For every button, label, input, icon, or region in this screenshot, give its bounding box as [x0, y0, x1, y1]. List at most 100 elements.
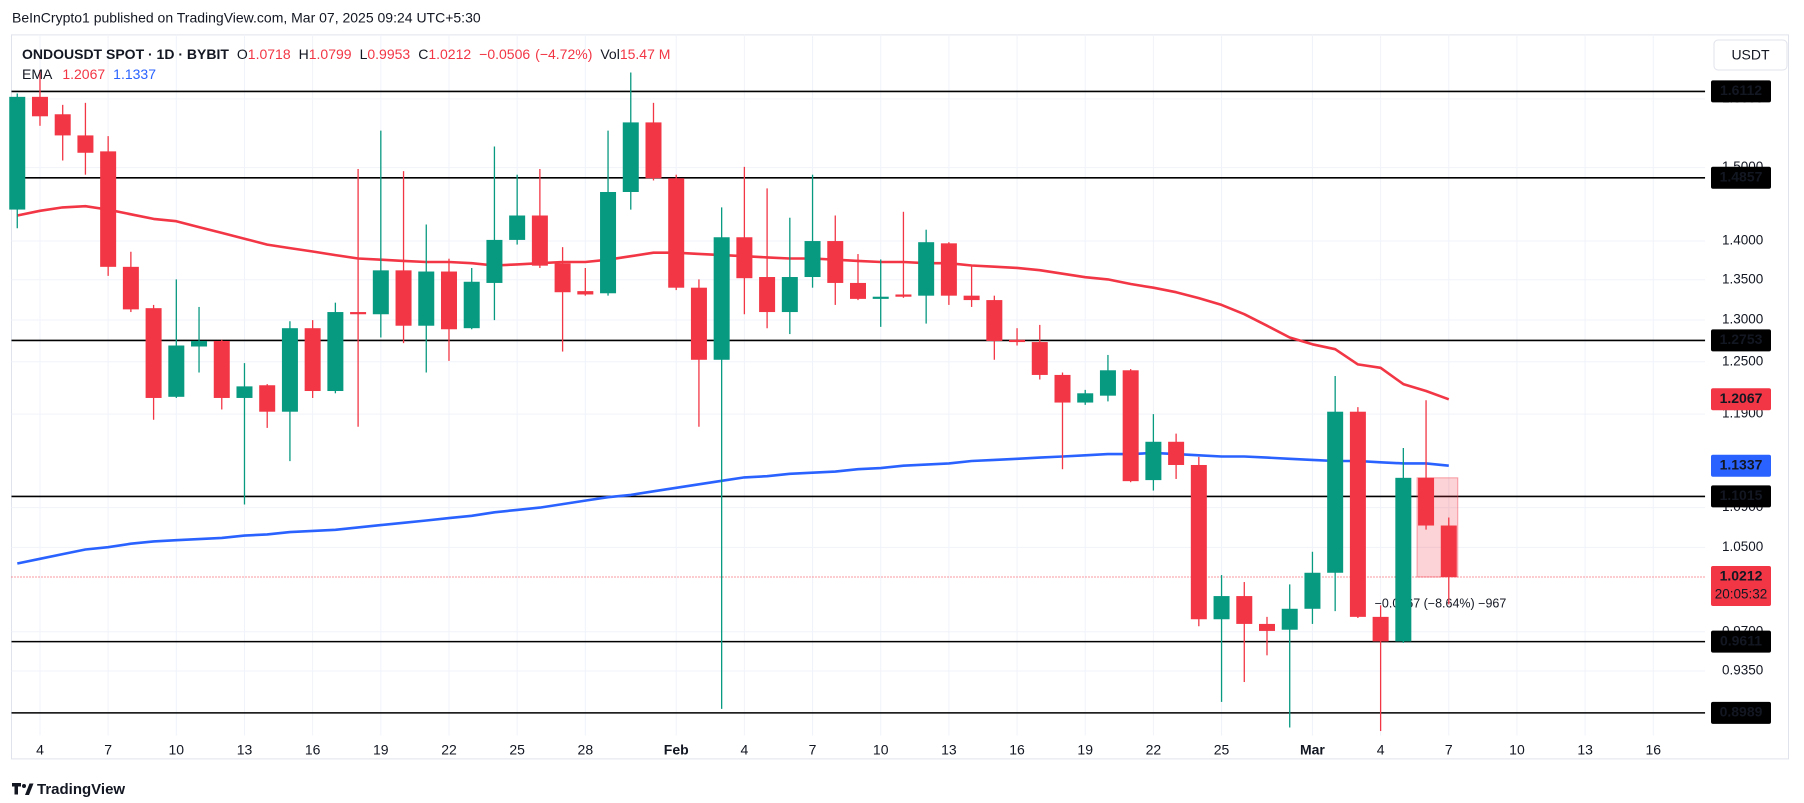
y-tick-label: 1.4000 [1722, 233, 1763, 248]
x-tick-label: 25 [1214, 742, 1230, 758]
candle-body [1395, 477, 1412, 642]
candle-body [327, 312, 344, 392]
candle-body [1349, 411, 1366, 617]
legend-key: C [418, 46, 428, 62]
candle-body [986, 300, 1003, 341]
candle-body [1327, 411, 1344, 573]
candle-body [1258, 623, 1275, 631]
price-axis: 1.60001.50001.40001.35001.30001.25001.19… [36, 80, 1771, 758]
candle-body [213, 340, 230, 398]
candle-body [440, 271, 457, 330]
candle-body [1213, 596, 1230, 620]
candle-body [1304, 572, 1321, 609]
x-tick-label: 19 [373, 742, 389, 758]
level-label: 1.1015 [1720, 487, 1763, 503]
level-box [1711, 701, 1771, 724]
x-tick-label: 16 [305, 742, 321, 758]
ema-box [1711, 454, 1771, 477]
ema-value: 1.2067 [62, 66, 105, 82]
y-tick-label: 1.3500 [1722, 271, 1763, 286]
x-tick-label: 13 [237, 742, 253, 758]
candle-body [1099, 370, 1116, 396]
candle-body [304, 328, 321, 392]
candle-body [554, 263, 571, 293]
measure-label: −0.0967 (−8.64%) −967 [1375, 596, 1507, 610]
x-tick-label: 22 [441, 742, 457, 758]
candle-body [645, 122, 662, 179]
candle-body [1122, 370, 1139, 482]
candle-body [1168, 441, 1185, 465]
x-tick-label: 13 [941, 742, 957, 758]
logo [12, 783, 34, 795]
candle-body [122, 266, 139, 310]
legend-key: O [237, 46, 248, 62]
candle-body [827, 241, 844, 283]
header: BeInCrypto1 published on TradingView.com… [12, 10, 481, 26]
candle-body [600, 191, 617, 294]
candle-body [849, 282, 866, 299]
legend-volume: 15.47 M [620, 46, 671, 62]
x-tick-label: 16 [1009, 742, 1025, 758]
candle-body [1418, 477, 1435, 526]
level-box [1711, 630, 1771, 653]
level-box [1711, 329, 1771, 352]
candle-body [1190, 464, 1207, 620]
price-box [1711, 566, 1771, 607]
candle-body [804, 241, 821, 278]
currency-button[interactable] [1713, 39, 1788, 71]
countdown: 20:05:32 [1715, 587, 1768, 602]
candle-body [622, 122, 639, 192]
level-label: 1.2753 [1720, 331, 1763, 347]
x-tick-label: 19 [1077, 742, 1093, 758]
candle-body [736, 237, 753, 279]
candle-body [281, 328, 298, 412]
candle-body [668, 178, 685, 288]
x-tick-label: 4 [36, 742, 44, 758]
x-tick-label: Feb [664, 742, 689, 758]
candle-body [1236, 596, 1253, 624]
legend-ema: EMA 1.2067 1.1337 [22, 66, 156, 82]
candle-body [350, 312, 367, 315]
candle-body [31, 96, 48, 117]
candle-body [1054, 374, 1071, 403]
ema-label: 1.2067 [1720, 390, 1763, 406]
level-box [1711, 80, 1771, 103]
candle-body [940, 243, 957, 296]
candle-body [1372, 616, 1389, 642]
legend-high: 1.0799 [309, 46, 352, 62]
candle-body [1009, 339, 1026, 343]
chart-frame [11, 34, 1789, 760]
x-tick-label: Mar [1300, 742, 1325, 758]
x-tick-label: 10 [873, 742, 889, 758]
candle-body [1440, 525, 1457, 578]
candle-body [9, 96, 26, 210]
y-tick-label: 0.9350 [1722, 663, 1763, 678]
candle-body [486, 239, 503, 283]
x-tick-label: 25 [509, 742, 525, 758]
level-label: 0.9611 [1720, 632, 1762, 648]
legend-key: H [299, 46, 309, 62]
legend-key: Vol [600, 46, 619, 62]
legend-open: 1.0718 [248, 46, 291, 62]
candle-body [872, 296, 889, 299]
y-tick-label: 1.0500 [1722, 539, 1763, 554]
candle-body [372, 270, 389, 315]
candle-body [509, 215, 526, 240]
currency[interactable]: USDT [1731, 47, 1770, 63]
candle-body [713, 237, 730, 360]
candle-body [895, 294, 912, 297]
candle-body [1077, 393, 1094, 403]
candle-body [77, 135, 94, 153]
x-tick-label: 4 [740, 742, 748, 758]
candle-body [463, 281, 480, 329]
candle-body [577, 291, 594, 295]
candle-body [395, 270, 412, 326]
candle-body [781, 277, 798, 313]
legend-change: −0.0506 [479, 46, 530, 62]
level-box [1711, 166, 1771, 189]
ema-name: EMA [22, 66, 53, 82]
x-tick-label: 4 [1377, 742, 1385, 758]
level-label: 1.6112 [1720, 82, 1762, 98]
